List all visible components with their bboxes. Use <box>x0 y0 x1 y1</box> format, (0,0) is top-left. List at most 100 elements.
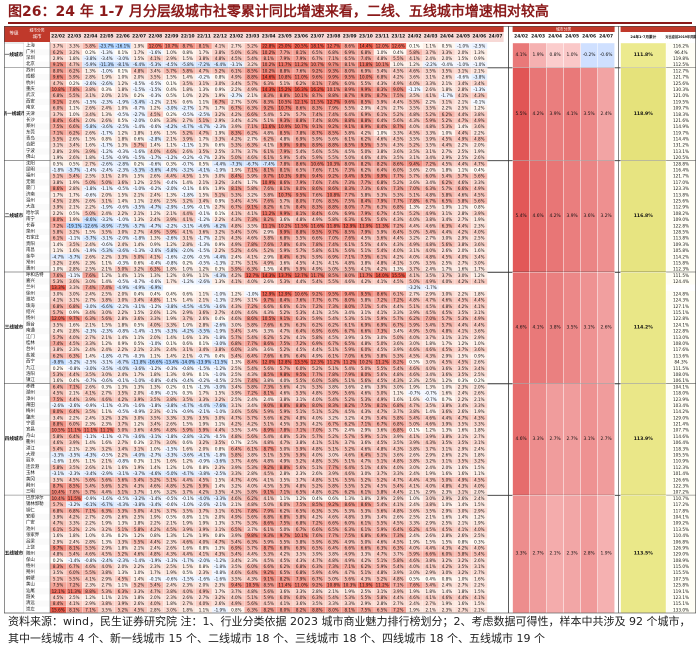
heat-value: 4.9% <box>393 81 404 86</box>
summary-value: 3.2% <box>601 213 612 219</box>
heat-value: 7.2% <box>247 304 258 309</box>
heat-value: 0.5% <box>409 360 420 365</box>
heat-value: 3.1% <box>458 335 469 340</box>
heat-value: 4.7% <box>280 329 291 334</box>
heat-value: 1.0% <box>474 341 485 346</box>
heat-value: 3.3% <box>166 118 177 123</box>
heat-value: 5.8% <box>53 229 64 234</box>
heat-value: 2.6% <box>85 465 96 470</box>
title-underline <box>8 22 692 24</box>
heat-value: -1.4% <box>133 558 145 563</box>
city-vs2019-value: 107.2% <box>673 490 689 495</box>
header-period: 22/07 <box>132 34 146 40</box>
heat-value: 2.1% <box>166 99 177 104</box>
heat-value: 5.2% <box>409 143 420 148</box>
heat-value: 6.8% <box>393 403 404 408</box>
heat-value: 1.2% <box>199 267 210 272</box>
heat-value: -3.2% <box>133 496 145 501</box>
heat-value: 3.4% <box>85 310 96 315</box>
heat-value: 8.6% <box>361 502 372 507</box>
heat-value: 3.6% <box>199 310 210 315</box>
city-label: 肇庆 <box>26 413 35 420</box>
heat-value: -0.8% <box>166 260 178 265</box>
heat-value: 4.0% <box>425 366 436 371</box>
heat-value: 0.2% <box>118 533 129 538</box>
heat-value: 1.6% <box>458 465 469 470</box>
heat-value: 4.5% <box>393 521 404 526</box>
heat-cell <box>341 284 358 291</box>
heat-value: 6.0% <box>296 366 307 371</box>
heat-value: -1.7% <box>441 93 453 98</box>
city-vs2019-value: 122.8% <box>673 329 689 334</box>
heat-value: -2.4% <box>101 168 113 173</box>
heat-value: 20.5% <box>295 44 308 49</box>
heat-value: 5.4% <box>69 174 80 179</box>
heat-value: 4.8% <box>150 552 161 557</box>
heat-value: 4.7% <box>69 62 80 67</box>
heat-value: 0.3% <box>101 87 112 92</box>
heat-value: 7.7% <box>328 533 339 538</box>
heat-value: 5.6% <box>296 465 307 470</box>
heat-value: 4.3% <box>134 483 145 488</box>
heat-value: 4.5% <box>53 198 64 203</box>
heat-value: -2.0% <box>166 186 178 191</box>
heat-value: 5.7% <box>312 434 323 439</box>
heat-value: 4.4% <box>393 236 404 241</box>
heat-value: 2.1% <box>101 267 112 272</box>
heat-value: 0.5% <box>442 44 453 49</box>
heat-value: 5.7% <box>409 174 420 179</box>
heat-value: 4.9% <box>409 329 420 334</box>
heat-value: 2.4% <box>247 397 258 402</box>
heat-value: 6.2% <box>344 490 355 495</box>
city-vs2019-value: 113.0% <box>673 335 689 340</box>
heat-value: 0.1% <box>215 211 226 216</box>
heat-value: 1.2% <box>474 514 485 519</box>
city-vs2019-value: 131.2% <box>673 143 689 148</box>
heat-value: 3.0% <box>118 298 129 303</box>
heat-value: 1.1% <box>134 273 145 278</box>
heat-value: 6.9% <box>361 68 372 73</box>
heat-value: 2.0% <box>101 192 112 197</box>
heat-value: 2.3% <box>69 347 80 352</box>
heat-value: 8.6% <box>263 341 274 346</box>
heat-value: 9.8% <box>296 174 307 179</box>
heat-value: -2.6% <box>198 279 210 284</box>
heat-value: 0.8% <box>101 137 112 142</box>
heat-value: 5.9% <box>280 155 291 160</box>
heat-value: 5.8% <box>247 384 258 389</box>
heat-value: 3.1% <box>69 298 80 303</box>
heat-value: -3.4% <box>149 502 161 507</box>
heat-value: 5.7% <box>247 545 258 550</box>
heat-value: 0.3% <box>134 459 145 464</box>
heat-value: 7.8% <box>409 198 420 203</box>
heat-value: 7.2% <box>377 298 388 303</box>
heat-value: 1.9% <box>215 186 226 191</box>
heat-value: 1.9% <box>199 422 210 427</box>
heat-value: 1.5% <box>458 56 469 61</box>
heat-value: 7.4% <box>312 118 323 123</box>
heat-value: 10.7% <box>165 44 178 49</box>
heat-value: -1.7% <box>182 558 194 563</box>
heat-value: 3.0% <box>101 372 112 377</box>
heat-value: 6.7% <box>231 205 242 210</box>
heat-value: 8.6% <box>328 186 339 191</box>
heat-value: 4.1% <box>182 229 193 234</box>
heat-value: 8.4% <box>280 254 291 259</box>
city-label: 上饶 <box>26 543 35 550</box>
heat-value: -1.0% <box>149 341 161 346</box>
heat-value: 7.6% <box>263 322 274 327</box>
heat-value: 1.5% <box>425 539 436 544</box>
heat-value: -3.2% <box>101 217 113 222</box>
heat-value: 7.4% <box>328 242 339 247</box>
heat-value: 2.2% <box>69 415 80 420</box>
heat-value: 2.3% <box>215 155 226 160</box>
city-vs2019-value: 110.7% <box>673 496 689 501</box>
heat-value: 2.4% <box>69 539 80 544</box>
heat-value: 6.2% <box>328 490 339 495</box>
city-vs2019-value: 109.0% <box>673 217 689 222</box>
heat-value: 6.0% <box>344 81 355 86</box>
heat-value: -4.1% <box>198 453 210 458</box>
heat-value: 2.6% <box>474 155 485 160</box>
city-vs2019-value: 130.3% <box>673 87 689 92</box>
heat-value: 2.2% <box>458 397 469 402</box>
